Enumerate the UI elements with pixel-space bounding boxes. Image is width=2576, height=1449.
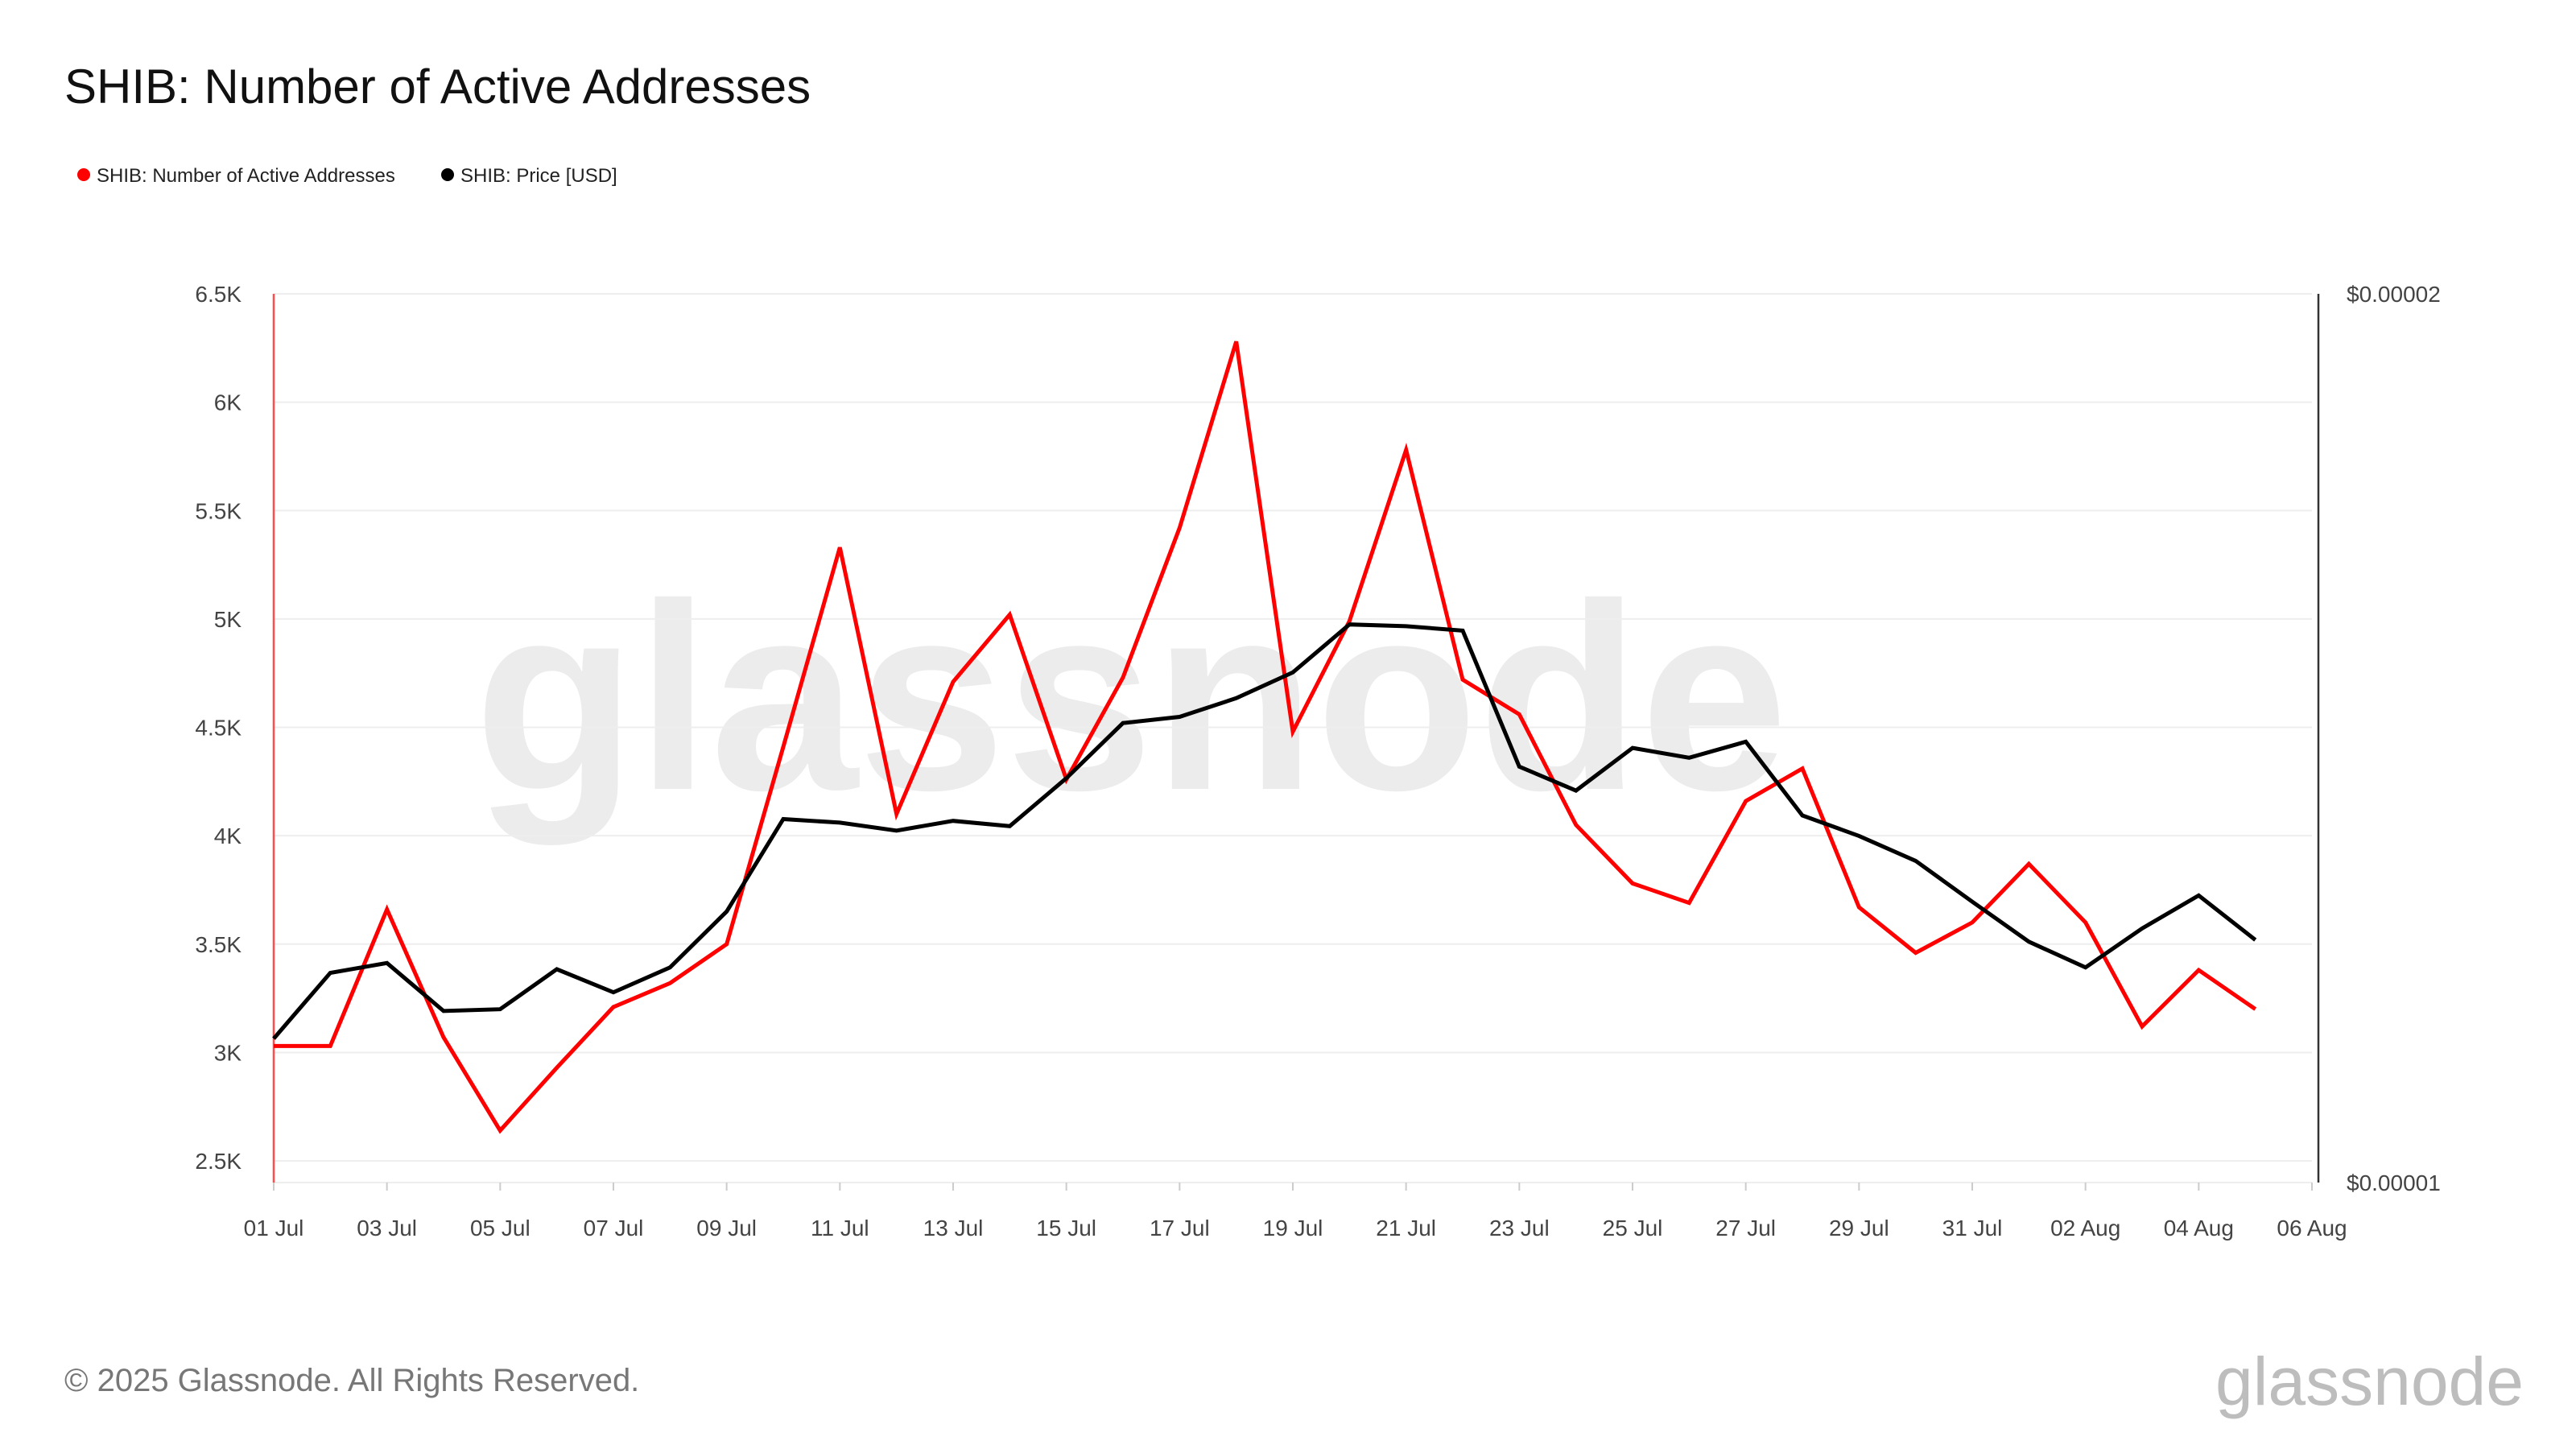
legend-item-price[interactable]: SHIB: Price [USD] <box>441 165 617 187</box>
legend: SHIB: Number of Active Addresses SHIB: P… <box>77 165 617 187</box>
x-tick-label: 13 Jul <box>923 1216 984 1241</box>
y-left-tick-label: 4K <box>214 824 242 848</box>
x-tick-label: 21 Jul <box>1376 1216 1436 1241</box>
y-left-tick-label: 5K <box>214 607 242 632</box>
x-tick-label: 23 Jul <box>1489 1216 1550 1241</box>
y-right-tick-label: $0.00002 <box>2347 282 2441 307</box>
chart-title: SHIB: Number of Active Addresses <box>64 60 811 114</box>
x-tick-label: 06 Aug <box>2277 1216 2347 1241</box>
legend-label: SHIB: Price [USD] <box>460 165 617 187</box>
x-tick-label: 17 Jul <box>1150 1216 1210 1241</box>
x-tick-label: 15 Jul <box>1036 1216 1096 1241</box>
x-tick-label: 02 Aug <box>2050 1216 2120 1241</box>
series-lines <box>272 341 2257 1134</box>
legend-marker-black <box>441 168 454 181</box>
y-left-tick-label: 6K <box>214 390 242 415</box>
glassnode-logo: glassnode <box>2215 1344 2524 1419</box>
y-left-tick-label: 2.5K <box>195 1149 242 1174</box>
x-tick-label: 05 Jul <box>470 1216 530 1241</box>
legend-item-active-addresses[interactable]: SHIB: Number of Active Addresses <box>77 165 395 187</box>
watermark: glassnode <box>474 548 1788 847</box>
y-left-tick-label: 3.5K <box>195 932 242 957</box>
x-tick-label: 03 Jul <box>357 1216 417 1241</box>
x-tick-label: 27 Jul <box>1715 1216 1776 1241</box>
x-tick-label: 31 Jul <box>1942 1216 2003 1241</box>
series-line-active-addresses <box>274 341 2257 1134</box>
y-left-tick-label: 5.5K <box>195 498 242 523</box>
axes: 2.5K 3K 3.5K 4K 4.5K 5K 5.5K 6K 6.5K $0.00001 $0.0… <box>195 282 2440 1241</box>
legend-marker-red <box>77 168 90 181</box>
y-left-tick-label: 4.5K <box>195 716 242 741</box>
copyright-footer: © 2025 Glassnode. All Rights Reserved. <box>64 1363 639 1398</box>
x-tick-label: 29 Jul <box>1829 1216 1889 1241</box>
x-tick-label: 11 Jul <box>811 1216 869 1241</box>
y-left-tick-label: 6.5K <box>195 282 242 307</box>
x-tick-label: 25 Jul <box>1603 1216 1663 1241</box>
y-right-tick-label: $0.00001 <box>2347 1170 2441 1195</box>
x-tick-label: 04 Aug <box>2164 1216 2234 1241</box>
x-tick-label: 19 Jul <box>1263 1216 1323 1241</box>
series-line-price <box>272 622 2257 1040</box>
x-tick-label: 01 Jul <box>244 1216 304 1241</box>
y-left-tick-label: 3K <box>214 1040 242 1065</box>
x-tick-label: 09 Jul <box>696 1216 757 1241</box>
x-tick-label: 07 Jul <box>584 1216 644 1241</box>
legend-label: SHIB: Number of Active Addresses <box>97 165 395 187</box>
